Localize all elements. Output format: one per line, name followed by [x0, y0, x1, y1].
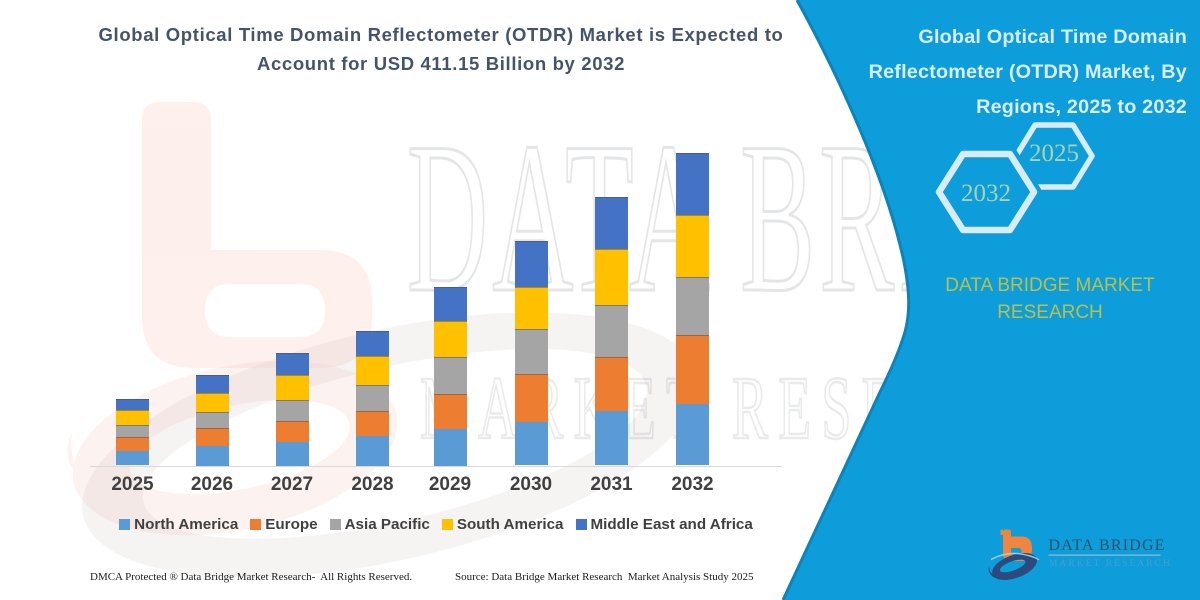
svg-text:2025: 2025	[1029, 140, 1079, 167]
svg-text:2032: 2032	[961, 180, 1011, 207]
svg-text:MARKET RESEARCH: MARKET RESEARCH	[1049, 559, 1172, 569]
svg-text:DATA BRIDGE: DATA BRIDGE	[1049, 537, 1166, 554]
